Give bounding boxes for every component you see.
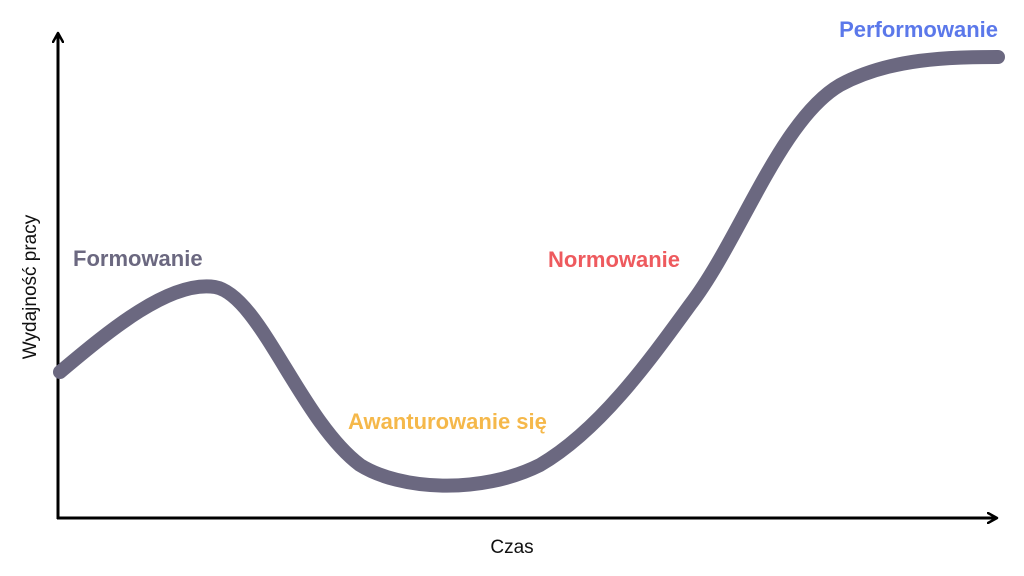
y-axis-label: Wydajność pracy bbox=[20, 214, 41, 359]
stage-label: Performowanie bbox=[839, 17, 998, 42]
stage-label: Formowanie bbox=[73, 246, 203, 271]
x-axis-label: Czas bbox=[490, 537, 533, 558]
stage-label: Awanturowanie się bbox=[348, 409, 547, 434]
stage-label: Normowanie bbox=[548, 247, 680, 272]
performance-curve bbox=[53, 50, 1005, 493]
